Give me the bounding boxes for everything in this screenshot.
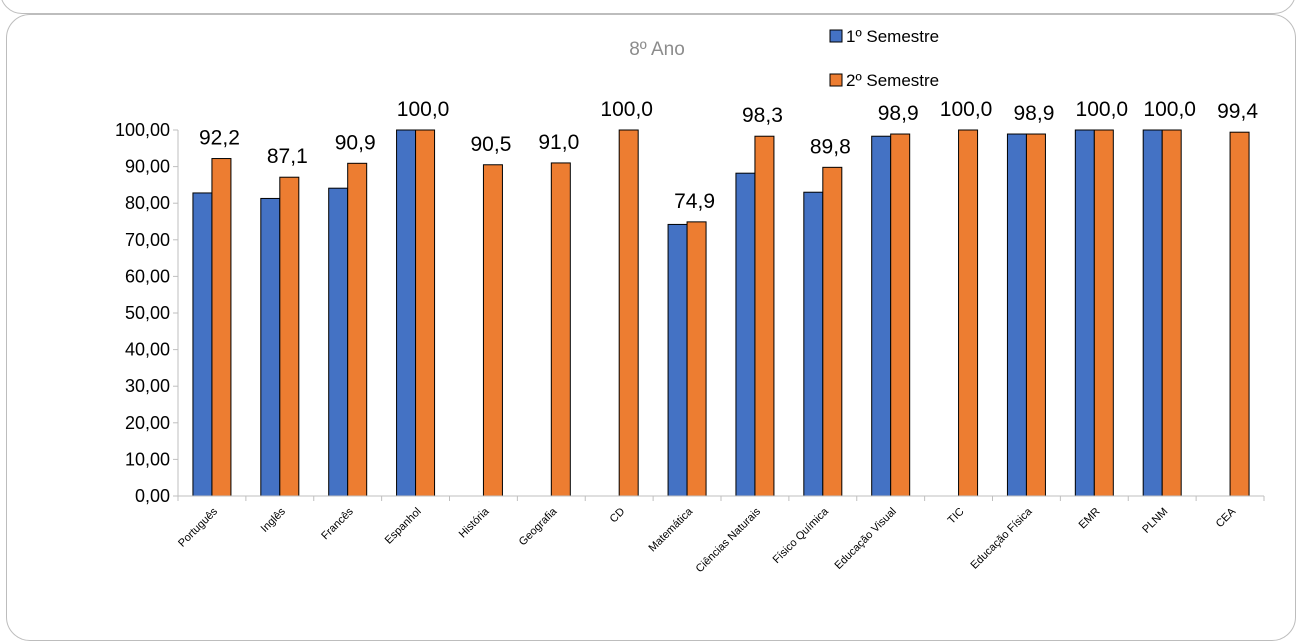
y-tick-label: 100,00 [115, 120, 170, 140]
bar-2-semestre [1094, 130, 1113, 496]
y-tick-label: 40,00 [125, 340, 170, 360]
bar-2-semestre [551, 163, 570, 496]
data-label: 89,8 [810, 135, 851, 158]
legend-item-1-semestre-label: 1º Semestre [846, 27, 939, 46]
bar-2-semestre [280, 177, 299, 496]
bar-2-semestre [687, 222, 706, 496]
bar-2-semestre [416, 130, 435, 496]
data-label: 100,0 [940, 98, 993, 121]
bar-1-semestre [736, 173, 755, 496]
bar-1-semestre [804, 192, 823, 496]
data-label: 74,9 [674, 190, 715, 213]
data-label: 99,4 [1217, 100, 1258, 123]
x-tick-label: Francês [319, 505, 356, 542]
bar-1-semestre [1075, 130, 1094, 496]
x-tick-label: PLNM [1140, 506, 1170, 536]
data-label: 98,9 [878, 102, 919, 125]
data-label: 100,0 [600, 98, 653, 121]
data-label: 100,0 [1076, 98, 1129, 121]
data-label: 92,2 [199, 127, 240, 150]
y-tick-label: 80,00 [125, 193, 170, 213]
data-label: 91,0 [538, 131, 579, 154]
bar-2-semestre [212, 159, 231, 496]
bar-2-semestre [755, 136, 774, 496]
x-tick-label: Educação Visual [833, 506, 899, 572]
bar-1-semestre [872, 136, 891, 496]
x-tick-label: CD [608, 506, 628, 526]
bar-1-semestre [1143, 130, 1162, 496]
data-label: 90,5 [471, 133, 512, 156]
bar-2-semestre [823, 167, 842, 496]
data-label: 98,3 [742, 104, 783, 127]
y-tick-label: 70,00 [125, 230, 170, 250]
data-label: 100,0 [1143, 98, 1196, 121]
y-axis: 0,00 10,00 20,00 30,00 40,00 50,00 60,00 70,00 8… [115, 120, 178, 506]
bar-2-semestre [483, 165, 502, 496]
x-axis: Português Inglês Francês Espanhol História Ge… [176, 496, 1264, 575]
y-tick-label: 50,00 [125, 303, 170, 323]
bar-2-semestre [348, 163, 367, 496]
bar-2-semestre [1162, 130, 1181, 496]
bar-1-semestre [1007, 134, 1026, 496]
x-tick-label: Geografia [517, 505, 560, 548]
y-tick-label: 0,00 [135, 486, 170, 506]
x-tick-label: Português [176, 505, 220, 549]
data-label: 87,1 [267, 145, 308, 168]
bars [193, 130, 1249, 496]
bar-1-semestre [329, 188, 348, 496]
x-tick-label: TIC [946, 506, 967, 527]
bar-2-semestre [1026, 134, 1045, 496]
x-tick-label: Educação Física [969, 505, 1036, 572]
x-tick-label: Ciências Naturais [694, 505, 764, 575]
bar-1-semestre [668, 224, 687, 496]
y-tick-label: 20,00 [125, 413, 170, 433]
bar-1-semestre [397, 130, 416, 496]
x-tick-label: Espanhol [383, 506, 424, 547]
x-tick-label: Inglês [259, 505, 289, 535]
legend-item-2-semestre-label: 2º Semestre [846, 71, 939, 90]
x-tick-label: Matemática [646, 505, 695, 554]
bar-2-semestre [959, 130, 978, 496]
data-label: 90,9 [335, 131, 376, 154]
y-tick-label: 30,00 [125, 376, 170, 396]
bar-2-semestre [619, 130, 638, 496]
x-tick-label: Físico Química [771, 505, 832, 566]
chart-title: 8º Ano [629, 39, 685, 60]
data-label: 100,0 [397, 98, 450, 121]
x-tick-label: CEA [1214, 505, 1239, 530]
y-tick-label: 90,00 [125, 157, 170, 177]
y-tick-label: 10,00 [125, 449, 170, 469]
legend: 1º Semestre 2º Semestre [830, 27, 939, 90]
bar-1-semestre [193, 193, 212, 496]
bar-2-semestre [1230, 132, 1249, 496]
x-tick-label: EMR [1077, 506, 1103, 532]
bar-2-semestre [891, 134, 910, 496]
data-label: 98,9 [1014, 102, 1055, 125]
x-tick-label: História [457, 505, 492, 540]
legend-item-1-semestre-swatch [830, 30, 842, 42]
y-tick-label: 60,00 [125, 266, 170, 286]
legend-item-2-semestre-swatch [830, 74, 842, 86]
bar-1-semestre [261, 198, 280, 496]
